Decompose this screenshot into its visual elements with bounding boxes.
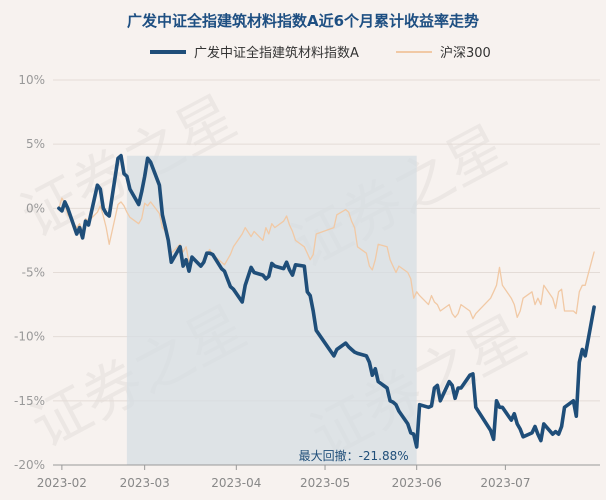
chart-title: 广发中证全指建筑材料指数A近6个月累计收益率走势 bbox=[126, 12, 480, 30]
legend-label-hs300: 沪深300 bbox=[440, 46, 491, 61]
legend-swatch-fund bbox=[150, 49, 186, 54]
series-line-fund bbox=[57, 153, 596, 449]
x-tick-label: 2023-02 bbox=[37, 476, 87, 490]
y-tick-label: -10% bbox=[14, 330, 45, 344]
drawdown-area bbox=[126, 155, 417, 465]
legend-swatch-hs300 bbox=[396, 50, 432, 53]
y-tick-label: 0% bbox=[26, 201, 45, 215]
x-tick-label: 2023-03 bbox=[120, 476, 170, 490]
series-line-hs300 bbox=[58, 197, 595, 320]
x-tick-label: 2023-04 bbox=[211, 476, 261, 490]
x-tick-label: 2023-06 bbox=[392, 476, 442, 490]
legend-item-fund[interactable]: 广发中证全指建筑材料指数A bbox=[150, 42, 359, 61]
y-tick-label: -15% bbox=[14, 394, 45, 408]
y-tick-label: 10% bbox=[18, 73, 45, 87]
max-drawdown-label: 最大回撤：-21.88% bbox=[299, 448, 409, 463]
legend-label-fund: 广发中证全指建筑材料指数A bbox=[194, 46, 359, 61]
x-tick-label: 2023-05 bbox=[300, 476, 350, 490]
x-tick-label: 2023-07 bbox=[480, 476, 530, 490]
y-tick-label: -20% bbox=[14, 458, 45, 472]
legend-item-hs300[interactable]: 沪深300 bbox=[396, 42, 491, 61]
y-tick-label: -5% bbox=[22, 266, 45, 280]
legend: 广发中证全指建筑材料指数A 沪深300 bbox=[0, 42, 606, 62]
y-tick-label: 5% bbox=[26, 137, 45, 151]
